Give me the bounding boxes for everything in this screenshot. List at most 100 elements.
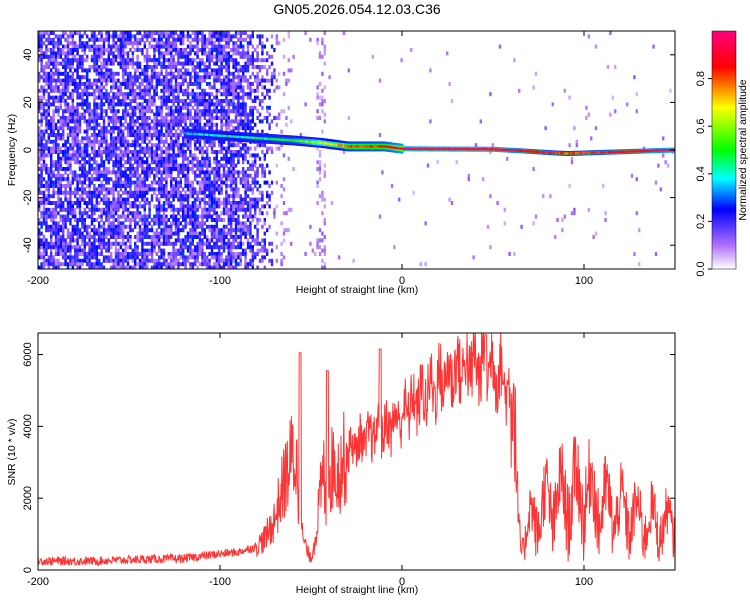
spectrogram-noise-cell: [59, 122, 62, 127]
spectrogram-noise-cell: [95, 51, 98, 56]
spectrogram-noise-cell: [242, 224, 245, 229]
spectrogram-noise-cell: [153, 54, 156, 59]
spectrogram-noise-cell: [117, 126, 120, 131]
spectrogram-noise-cell: [242, 197, 245, 202]
spectrogram-noise-cell: [129, 255, 132, 260]
spectrogram-noise-cell: [138, 92, 142, 97]
spectrogram-noise-cell: [261, 78, 264, 83]
spectrogram-noise-cell: [174, 224, 178, 229]
spectrogram-noise-cell: [107, 197, 110, 202]
spectrogram-noise-cell: [83, 116, 86, 120]
spectrogram-noise-cell: [206, 207, 209, 212]
spectrogram-noise-cell: [242, 214, 245, 219]
spectrogram-noise-cell: [124, 143, 127, 148]
spectrogram-noise-cell: [42, 129, 46, 134]
spectrogram-noise-cell: [90, 235, 94, 239]
spectrogram-noise-cell: [74, 116, 77, 120]
spectrogram-noise-cell: [206, 258, 209, 263]
spectrogram-noise-cell: [107, 44, 110, 49]
spectrogram-noise-cell: [110, 187, 113, 192]
spectrogram-noise-cell: [54, 228, 58, 233]
spectrogram-noise-cell: [215, 88, 218, 93]
spectrogram-noise-cell: [244, 146, 247, 151]
spectrogram-noise-cell: [203, 228, 206, 233]
spectrogram-noise-cell: [45, 99, 48, 103]
spectrogram-noise-cell: [186, 245, 190, 250]
spectrogram-noise-cell: [107, 180, 110, 185]
spectrogram-noise-cell: [64, 255, 67, 260]
spectrogram-noise-cell: [227, 258, 230, 263]
spectrogram-noise-cell: [170, 129, 173, 134]
spectrogram-noise-cell: [42, 92, 46, 97]
spectrogram-noise-cell: [244, 197, 247, 202]
spectrogram-noise-cell: [165, 180, 168, 185]
spectrogram-noise-cell: [165, 65, 168, 69]
spectrogram-noise-cell: [162, 255, 166, 260]
spectrogram-noise-cell: [74, 214, 77, 219]
spectrogram-noise-cell: [122, 136, 125, 141]
spectrogram-noise-cell: [155, 218, 158, 222]
spectrogram-noise-cell: [215, 245, 218, 250]
spectrogram-noise-cell: [174, 109, 178, 114]
spectrogram-noise-cell: [112, 34, 115, 39]
spectrogram-noise-cell: [93, 54, 96, 59]
spectrogram-noise-cell: [47, 197, 50, 202]
spectrogram-noise-cell: [71, 265, 74, 269]
spectrogram-noise-cell: [93, 44, 96, 49]
spectrogram-noise-cell: [230, 153, 233, 158]
spectrogram-noise-cell: [131, 122, 134, 127]
spectrogram-noise-cell: [170, 241, 173, 246]
spectrogram-noise-cell: [59, 190, 62, 195]
spectrogram-noise-cell: [146, 58, 149, 63]
spectrogram-noise-cell: [117, 207, 120, 212]
spectrogram-noise-cell: [222, 235, 226, 239]
spectrogram-noise-cell: [215, 61, 218, 66]
spectrogram-noise-cell: [54, 41, 58, 46]
spectrogram-noise-cell: [220, 102, 223, 107]
spectrogram-noise-cell: [95, 61, 98, 66]
spectrogram-noise-cell: [52, 258, 55, 263]
spectrogram-noise-cell: [105, 231, 108, 236]
spectrogram-noise-cell: [107, 119, 110, 124]
spectrogram-noise-cell: [40, 133, 43, 137]
spectrogram-noise-cell: [52, 139, 55, 144]
spectrogram-noise-cell: [141, 187, 144, 192]
spectrogram-noise-cell: [107, 201, 110, 205]
spectrogram-noise-cell: [138, 224, 142, 229]
spectrogram-noise-cell: [126, 252, 130, 256]
spectrogram-noise-cell: [40, 116, 43, 120]
spectrogram-noise-cell: [143, 211, 146, 216]
spectrogram-noise-cell: [230, 99, 233, 103]
spectrogram-noise-cell: [174, 163, 178, 168]
spectrogram-noise-cell: [194, 258, 197, 263]
spectrogram-noise-cell: [227, 173, 230, 178]
spectrogram-noise-cell: [124, 207, 127, 212]
spectrogram-noise-cell: [189, 122, 192, 127]
spectrogram-noise-cell: [167, 265, 170, 269]
spectrogram-noise-cell: [136, 231, 139, 236]
spectrogram-noise-cell: [88, 143, 91, 148]
spectrogram-noise-cell: [177, 218, 180, 222]
spectrogram-noise-cell: [184, 221, 187, 226]
spectrogram-noise-cell: [201, 248, 204, 253]
spectrogram-noise-cell: [165, 129, 168, 134]
spectrogram-noise-cell: [249, 224, 252, 229]
spectrogram-noise-cell: [182, 102, 185, 107]
spectrogram-noise-cell: [112, 51, 115, 56]
spectrogram-noise-cell: [160, 241, 163, 246]
spectrogram-noise-cell: [124, 173, 127, 178]
spectrogram-noise-cell: [222, 245, 226, 250]
spectrogram-noise-cell: [62, 214, 65, 219]
spectrogram-noise-cell: [146, 109, 149, 114]
spectrogram-noise-cell: [131, 150, 134, 154]
spectrogram-noise-cell: [59, 126, 62, 131]
spectrogram-noise-cell: [220, 71, 223, 76]
spectrogram-noise-cell: [98, 167, 101, 171]
spectrogram-noise-cell: [105, 201, 108, 205]
spectrogram-noise-cell: [179, 180, 182, 185]
spectrogram-noise-cell: [102, 129, 106, 134]
spectrogram-noise-cell: [114, 156, 118, 161]
spectrogram-noise-cell: [249, 82, 252, 86]
spectrogram-noise-cell: [129, 187, 132, 192]
spectrogram-noise-cell: [136, 180, 139, 185]
